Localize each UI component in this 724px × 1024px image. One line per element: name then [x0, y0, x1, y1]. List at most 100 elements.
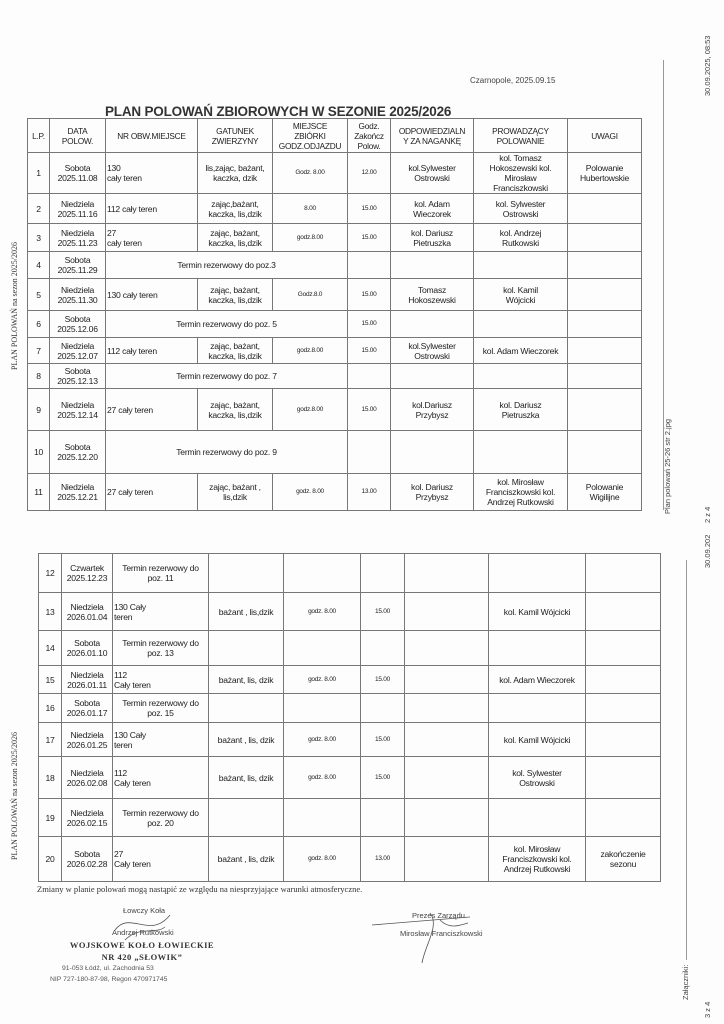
hunt-leader: kol. Dariusz Pietruszka	[473, 388, 568, 431]
row-number: 17	[38, 722, 62, 757]
row-number: 10	[27, 430, 50, 474]
meeting-time: godz. 8.00	[283, 722, 361, 757]
hunting-area: 112 Cały teren	[112, 756, 209, 799]
end-time: 12.00	[347, 152, 391, 194]
end-time: 15.00	[360, 665, 405, 694]
club-stamp-line2: NR 420 „SŁOWIK”	[101, 952, 183, 962]
game-species: lis,zając, bażant, kaczka, dzik	[197, 152, 273, 194]
end-time: 15.00	[347, 193, 391, 224]
beaters-responsible	[404, 592, 489, 631]
beaters-responsible: kol. Dariusz Przybysz	[390, 473, 474, 511]
reserve-term: Termin rezerwowy do poz. 7	[105, 363, 348, 389]
hunting-area: 112 cały teren	[105, 193, 198, 224]
game-species	[208, 630, 284, 666]
meeting-time: godz.8.00	[272, 337, 348, 364]
end-time	[347, 363, 391, 389]
beaters-responsible: kol.Sylwester Ostrowski	[390, 152, 474, 194]
table-row: 7 Niedziela 2025.12.07 112 cały teren zając…	[27, 337, 642, 364]
remarks	[567, 193, 642, 224]
hunting-area: 112 Cały teren	[112, 665, 209, 694]
remarks	[585, 756, 661, 799]
remarks	[567, 251, 642, 279]
end-time	[360, 630, 405, 666]
end-time: 15.00	[360, 592, 405, 631]
game-species: zając, bażant, kaczka, lis,dzik	[197, 388, 273, 431]
beaters-responsible	[390, 363, 474, 389]
beaters-responsible: kol.Sylwester Ostrowski	[390, 337, 474, 364]
end-time: 15.00	[347, 278, 391, 311]
row-number: 2	[27, 193, 50, 224]
meeting-time	[283, 798, 361, 837]
margin-line-2	[686, 560, 687, 960]
weather-note: Zmiany w planie polowań mogą nastąpić ze…	[37, 884, 363, 894]
reserve-term: Termin rezerwowy do poz. 5	[105, 310, 348, 338]
remarks	[585, 798, 661, 837]
remarks: Polowanie Hubertowskie	[567, 152, 642, 194]
club-stamp-ids: NIP 727-180-87-98, Regon 470971745	[50, 976, 168, 983]
game-species: zając,bażant, kaczka, lis,dzik	[197, 193, 273, 224]
beaters-responsible	[404, 756, 489, 799]
hunt-leader: kol. Mirosław Franciszkowski kol. Andrze…	[473, 473, 568, 511]
hunt-leader	[473, 251, 568, 279]
hunt-leader	[473, 430, 568, 474]
hunt-date: Sobota 2026.01.17	[61, 693, 113, 723]
hunt-date: Sobota 2025.12.13	[49, 363, 106, 389]
left-margin-label-bottom: PLAN POLOWAŃ na sezon 2025/2026	[10, 732, 19, 860]
reserve-term: Termin rezerwowy do poz. 9	[105, 430, 348, 474]
meeting-time	[283, 630, 361, 666]
table-row: 11 Niedziela 2025.12.21 27 cały teren zając…	[27, 473, 642, 511]
hunt-date: Niedziela 2025.11.16	[49, 193, 106, 224]
signature-right	[371, 912, 471, 964]
end-time	[360, 798, 405, 837]
remarks	[567, 310, 642, 338]
right-margin-page-b: 3 z 4	[703, 1001, 712, 1018]
end-time	[360, 553, 405, 593]
beaters-responsible	[404, 553, 489, 593]
game-species: bażant, lis, dzik	[208, 665, 284, 694]
end-time	[360, 693, 405, 723]
table-row: 12 Czwartek 2025.12.23 Termin rezerwowy do…	[38, 553, 661, 593]
row-number: 5	[27, 278, 50, 311]
meeting-time	[283, 693, 361, 723]
remarks	[585, 630, 661, 666]
table-row: 14 Sobota 2026.01.10 Termin rezerwowy do p…	[38, 630, 661, 666]
remarks: Polowanie Wigilijne	[567, 473, 642, 511]
hunt-date: Niedziela 2026.02.15	[61, 798, 113, 837]
column-header: L.P.	[27, 118, 50, 153]
table-row: 9 Niedziela 2025.12.14 27 cały teren zając,…	[27, 388, 642, 431]
game-species: zając, bażant, kaczka, lis,dzik	[197, 223, 273, 252]
end-time: 15.00	[347, 337, 391, 364]
end-time: 13.00	[360, 836, 405, 882]
meeting-time: godz. 8.00	[283, 836, 361, 882]
beaters-responsible	[404, 665, 489, 694]
column-header: Godz. Zakończ Polow.	[347, 118, 391, 153]
hunt-plan-table-page1: L.P. DATA POLOW. NR OBW.MIEJSCE GATUNEK ZWI…	[27, 118, 642, 511]
club-stamp-address: 91-053 Łódź, ul. Zachodnia 53	[62, 965, 154, 972]
meeting-time	[283, 553, 361, 593]
end-time	[347, 430, 391, 474]
hunt-date: Niedziela 2026.01.11	[61, 665, 113, 694]
place-date: Czarnopole, 2025.09.15	[470, 76, 556, 85]
hunt-date: Sobota 2025.11.29	[49, 251, 106, 279]
table-row: 16 Sobota 2026.01.17 Termin rezerwowy do p…	[38, 693, 661, 723]
remarks	[567, 363, 642, 389]
signature-left	[114, 914, 171, 941]
hunting-area: 27 Cały teren	[112, 836, 209, 882]
table-row: 18 Niedziela 2026.02.08 112 Cały teren baża…	[38, 756, 661, 799]
hunting-area: 112 cały teren	[105, 337, 198, 364]
table-row: 13 Niedziela 2026.01.04 130 Cały teren baża…	[38, 592, 661, 631]
column-header: NR OBW.MIEJSCE	[105, 118, 198, 153]
hunt-plan-table-page2: 12 Czwartek 2025.12.23 Termin rezerwowy do…	[38, 553, 661, 882]
row-number: 12	[38, 553, 62, 593]
remarks	[567, 430, 642, 474]
remarks	[585, 665, 661, 694]
remarks	[585, 592, 661, 631]
row-number: 4	[27, 251, 50, 279]
hunter-name: Andrzej Rutkowski	[112, 928, 174, 937]
game-species: bażant , lis, dzik	[208, 836, 284, 882]
remarks	[567, 388, 642, 431]
hunt-leader	[473, 310, 568, 338]
table-row: 17 Niedziela 2026.01.25 130 Cały teren baża…	[38, 722, 661, 757]
meeting-time: Godz. 8.00	[272, 152, 348, 194]
beaters-responsible: Tomasz Hokoszewski	[390, 278, 474, 311]
